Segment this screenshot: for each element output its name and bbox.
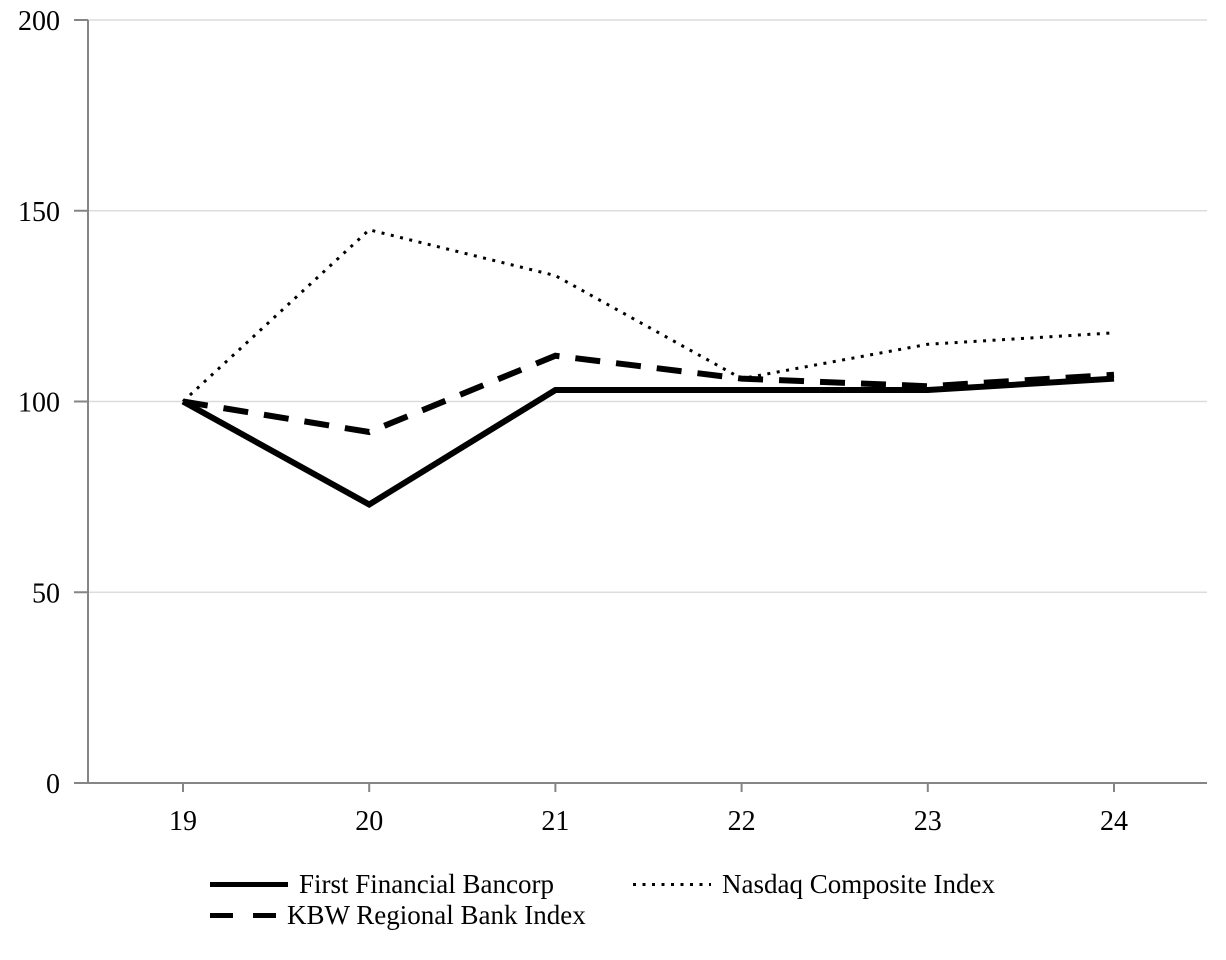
axis-lines	[87, 20, 1207, 784]
dashed-line-swatch	[210, 912, 276, 918]
x-tick-label: 21	[541, 806, 569, 837]
data-series	[181, 228, 1115, 508]
x-tick-label: 23	[914, 806, 942, 837]
y-tick-label: 100	[18, 388, 60, 419]
y-tick-label: 150	[18, 197, 60, 228]
dotted-line-swatch	[633, 882, 711, 886]
series-line-first-financial-bancorp	[181, 375, 1115, 508]
legend-label: KBW Regional Bank Index	[287, 900, 586, 930]
solid-line-swatch	[210, 881, 288, 887]
x-tick-label: 22	[728, 806, 756, 837]
y-tick-label: 0	[46, 769, 60, 800]
legend-label: Nasdaq Composite Index	[722, 869, 995, 899]
axis-tick-labels: 0 50 100 150 200 19 20 21 22 23 24	[18, 6, 1128, 837]
x-tick-label: 19	[169, 806, 197, 837]
axes	[74, 19, 1207, 792]
legend-item-kbw-regional-bank-index: KBW Regional Bank Index	[210, 900, 586, 930]
x-tick-label: 24	[1100, 806, 1128, 837]
x-tick-label: 20	[355, 806, 383, 837]
gridlines	[88, 19, 1207, 593]
legend-item-first-financial-bancorp: First Financial Bancorp	[210, 869, 554, 899]
series-line-kbw-regional-bank-index	[182, 352, 1115, 436]
y-tick-label: 50	[32, 578, 60, 609]
legend-item-nasdaq-composite-index: Nasdaq Composite Index	[633, 869, 995, 899]
series-line-nasdaq-composite-index	[181, 228, 1115, 403]
y-tick-label: 200	[18, 6, 60, 37]
legend-label: First Financial Bancorp	[299, 869, 554, 899]
